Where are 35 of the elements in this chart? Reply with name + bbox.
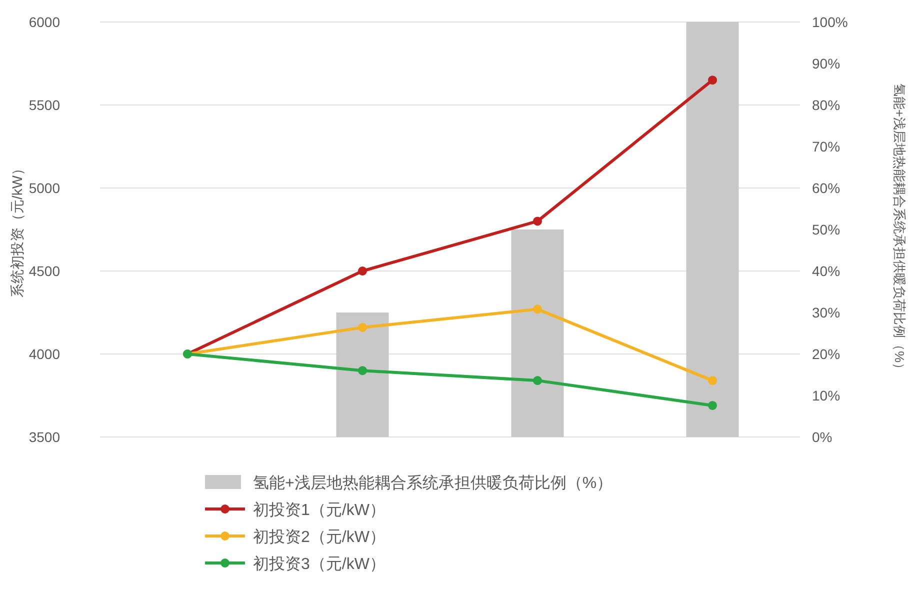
y2-axis-title: 氢能+浅层地热能耦合系统承担供暖负荷比例（%） bbox=[892, 83, 907, 376]
legend-label: 初投资1（元/kW） bbox=[253, 501, 386, 519]
y-tick-label: 3500 bbox=[28, 429, 60, 445]
y-tick-label: 5000 bbox=[28, 180, 60, 196]
bar bbox=[336, 312, 389, 437]
y2-tick-label: 40% bbox=[812, 263, 840, 279]
y-tick-label: 6000 bbox=[28, 14, 60, 30]
y2-tick-label: 70% bbox=[812, 138, 840, 154]
point bbox=[358, 366, 367, 376]
y2-tick-label: 90% bbox=[812, 56, 840, 72]
y2-tick-label: 100% bbox=[812, 14, 848, 30]
point bbox=[533, 376, 542, 386]
bar bbox=[686, 22, 739, 437]
y-tick-label: 4000 bbox=[28, 346, 60, 362]
legend-label: 初投资2（元/kW） bbox=[253, 528, 386, 546]
point bbox=[708, 376, 717, 386]
point bbox=[708, 400, 717, 410]
y-axis-title: 系统初投资（元/kW） bbox=[9, 161, 25, 298]
bar bbox=[511, 230, 564, 437]
y2-tick-label: 50% bbox=[812, 222, 840, 238]
y2-tick-label: 60% bbox=[812, 180, 840, 196]
y2-tick-label: 30% bbox=[812, 304, 840, 320]
point bbox=[358, 322, 367, 332]
y2-tick-label: 10% bbox=[812, 388, 840, 404]
y2-tick-label: 20% bbox=[812, 346, 840, 362]
point bbox=[533, 216, 542, 226]
y2-tick-label: 80% bbox=[812, 97, 840, 113]
y-tick-label: 5500 bbox=[28, 97, 60, 113]
point bbox=[708, 76, 717, 85]
legend-label: 初投资3（元/kW） bbox=[253, 555, 386, 573]
y2-tick-label: 0% bbox=[812, 429, 832, 445]
point bbox=[358, 266, 367, 276]
point bbox=[533, 304, 542, 314]
legend-label: 氢能+浅层地热能耦合系统承担供暖负荷比例（%） bbox=[253, 474, 613, 492]
y-tick-label: 4500 bbox=[28, 263, 60, 279]
